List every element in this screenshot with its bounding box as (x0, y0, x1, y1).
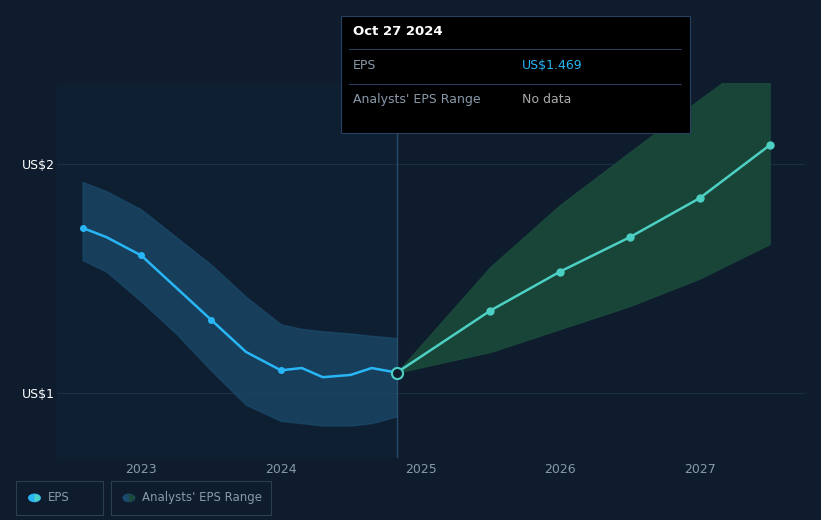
Text: Analysts Forecasts: Analysts Forecasts (402, 95, 512, 108)
Bar (57, 83, 397, 458)
Text: No data: No data (522, 93, 571, 106)
Text: EPS: EPS (48, 491, 69, 504)
Text: Analysts' EPS Range: Analysts' EPS Range (142, 491, 262, 504)
Text: Analysts' EPS Range: Analysts' EPS Range (353, 93, 480, 106)
Text: EPS: EPS (353, 59, 376, 72)
Text: US$1.469: US$1.469 (522, 59, 583, 72)
Text: Actual: Actual (354, 95, 392, 108)
Text: Oct 27 2024: Oct 27 2024 (353, 25, 443, 38)
